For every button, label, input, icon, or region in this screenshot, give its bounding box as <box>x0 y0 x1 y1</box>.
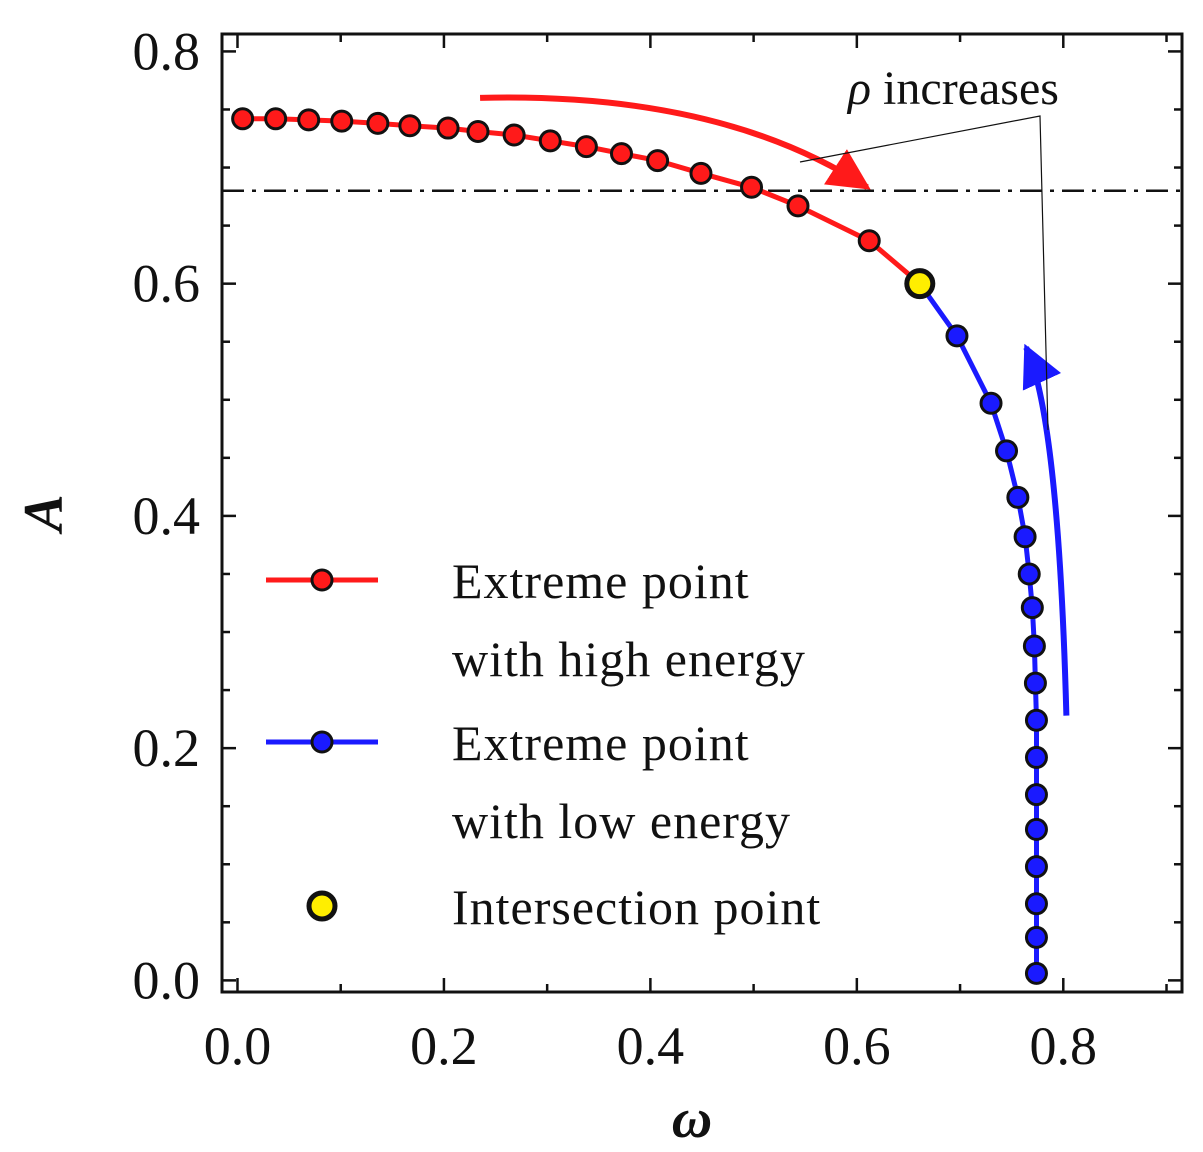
y-tick-label: 0.8 <box>133 21 201 81</box>
point-low-energy <box>1017 562 1041 586</box>
y-tick-label: 0.4 <box>133 486 201 546</box>
plot-frame <box>220 32 1184 994</box>
legend-swatch-marker <box>310 568 334 592</box>
annotation-symbol: ρ <box>846 62 871 115</box>
point-high-energy <box>466 120 490 144</box>
point-low-energy <box>1024 745 1048 769</box>
arrow-high-energy-trend <box>479 94 871 190</box>
point-high-energy <box>857 229 881 253</box>
point-high-energy <box>646 149 670 173</box>
point-high-energy <box>231 107 255 131</box>
legend-label: with high energy <box>452 631 806 687</box>
point-high-energy <box>740 175 764 199</box>
point-low-energy <box>1024 892 1048 916</box>
point-low-energy <box>945 324 969 348</box>
point-low-energy <box>1024 855 1048 879</box>
point-high-energy <box>502 123 526 147</box>
annotation-text: increases <box>883 62 1059 115</box>
point-high-energy <box>574 135 598 159</box>
point-low-energy <box>1020 596 1044 620</box>
x-tick-label: 0.6 <box>823 1016 891 1076</box>
point-high-energy <box>366 111 390 135</box>
point-low-energy <box>979 391 1003 415</box>
legend-swatch-marker <box>310 730 334 754</box>
annotation-label: ρ increases <box>846 62 1059 115</box>
point-low-energy <box>1022 634 1046 658</box>
point-high-energy <box>264 107 288 131</box>
point-high-energy <box>398 114 422 138</box>
point-high-energy <box>297 108 321 132</box>
legend-label: Extreme point <box>452 553 750 609</box>
legend-swatch-intersection <box>306 890 338 922</box>
y-axis-title: A <box>13 494 75 534</box>
point-low-energy <box>1006 485 1030 509</box>
x-tick-label: 0.8 <box>1030 1016 1098 1076</box>
annotation-leader <box>799 115 1049 431</box>
x-tick-label: 0.2 <box>410 1016 478 1076</box>
point-low-energy <box>995 439 1019 463</box>
arrow-low-energy-trend <box>1022 343 1070 716</box>
point-high-energy <box>786 194 810 218</box>
x-tick-label: 0.0 <box>204 1016 272 1076</box>
point-high-energy <box>609 142 633 166</box>
point-low-energy <box>1024 817 1048 841</box>
point-low-energy <box>1024 925 1048 949</box>
point-low-energy <box>1024 961 1048 985</box>
legend-label: Extreme point <box>452 715 750 771</box>
point-high-energy <box>436 116 460 140</box>
y-tick-label: 0.6 <box>133 254 201 314</box>
point-high-energy <box>689 161 713 185</box>
legend-label: with low energy <box>452 793 791 849</box>
point-low-energy <box>1024 708 1048 732</box>
point-intersection <box>904 268 936 300</box>
series-line-low-energy <box>917 282 1039 974</box>
point-high-energy <box>330 109 354 133</box>
legend-label: Intersection point <box>452 879 821 935</box>
point-low-energy <box>1023 671 1047 695</box>
x-tick-label: 0.4 <box>617 1016 685 1076</box>
point-low-energy <box>1024 783 1048 807</box>
y-tick-label: 0.2 <box>133 718 201 778</box>
point-high-energy <box>538 129 562 153</box>
x-axis-title: ω <box>672 1088 713 1150</box>
point-low-energy <box>1013 525 1037 549</box>
y-tick-label: 0.0 <box>133 950 201 1010</box>
